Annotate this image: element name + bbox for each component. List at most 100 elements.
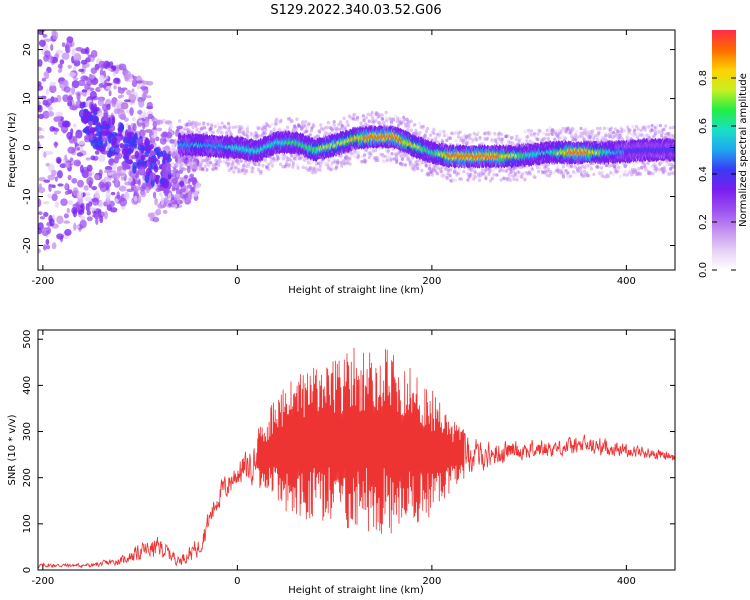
heatmap-cell bbox=[332, 123, 336, 127]
heatmap-cell bbox=[218, 159, 222, 164]
heatmap-cell bbox=[60, 198, 68, 206]
heatmap-cell bbox=[348, 156, 352, 161]
heatmap-cell bbox=[193, 161, 197, 165]
heatmap-cell bbox=[90, 155, 96, 161]
heatmap-cell bbox=[76, 147, 81, 151]
heatmap-cell bbox=[491, 168, 496, 173]
heatmap-cell bbox=[55, 156, 62, 164]
heatmap-cell bbox=[118, 122, 125, 133]
heatmap-cell bbox=[493, 132, 497, 137]
heatmap-cell bbox=[164, 162, 171, 170]
heatmap-cell bbox=[326, 120, 330, 125]
heatmap-cell bbox=[160, 196, 165, 205]
heatmap-cell bbox=[153, 191, 157, 199]
heatmap-cell bbox=[247, 164, 251, 168]
heatmap-cell bbox=[484, 175, 488, 179]
heatmap-cell bbox=[166, 131, 173, 139]
heatmap-cell bbox=[459, 177, 463, 181]
heatmap-cell bbox=[73, 123, 77, 128]
heatmap-cell bbox=[210, 124, 214, 128]
heatmap-cell bbox=[202, 121, 206, 126]
heatmap-cell bbox=[454, 178, 458, 182]
heatmap-cell bbox=[150, 178, 155, 187]
heatmap-cell bbox=[175, 172, 180, 178]
heatmap-cell bbox=[318, 168, 322, 172]
heatmap-cell bbox=[356, 115, 360, 120]
heatmap-cell bbox=[301, 165, 305, 170]
heatmap-cell bbox=[153, 128, 158, 137]
heatmap-cell bbox=[103, 112, 109, 120]
heatmap-cell bbox=[112, 162, 117, 171]
heatmap-cell bbox=[111, 116, 115, 126]
heatmap-cell bbox=[95, 132, 102, 137]
heatmap-cell bbox=[363, 153, 367, 157]
heatmap-cell bbox=[127, 131, 132, 140]
heatmap-cell bbox=[95, 190, 100, 200]
heatmap-cell bbox=[213, 124, 217, 129]
heatmap-cell bbox=[94, 150, 100, 155]
heatmap-cell bbox=[162, 178, 169, 189]
heatmap-cell bbox=[456, 171, 461, 176]
heatmap-cell bbox=[495, 141, 499, 146]
heatmap-cell bbox=[76, 92, 81, 101]
heatmap-cell bbox=[310, 160, 314, 165]
heatmap-cell bbox=[104, 181, 112, 188]
heatmap-cell bbox=[144, 151, 149, 158]
heatmap-cell bbox=[45, 150, 54, 155]
heatmap-cell bbox=[133, 185, 141, 192]
heatmap-cell bbox=[178, 159, 182, 164]
heatmap-cell bbox=[73, 159, 81, 167]
heatmap-cell bbox=[146, 161, 150, 167]
heatmap-cell bbox=[380, 113, 384, 117]
heatmap-cell bbox=[105, 86, 112, 90]
heatmap-cell bbox=[38, 177, 46, 182]
heatmap-cell bbox=[80, 59, 88, 65]
heatmap-cell bbox=[409, 119, 413, 123]
heatmap-cell bbox=[418, 131, 422, 135]
heatmap-cell bbox=[99, 215, 104, 224]
heatmap-cell bbox=[371, 116, 375, 121]
heatmap-cell bbox=[428, 163, 432, 167]
heatmap-cell bbox=[59, 80, 64, 89]
heatmap-cell bbox=[291, 160, 295, 165]
heatmap-cell bbox=[448, 174, 452, 178]
heatmap-cell bbox=[110, 191, 116, 196]
heatmap-cell bbox=[45, 88, 50, 96]
heatmap-cell bbox=[129, 107, 134, 116]
heatmap-cell bbox=[195, 182, 201, 189]
heatmap-cell bbox=[77, 179, 84, 188]
heatmap-cell bbox=[119, 197, 127, 207]
heatmap-cell bbox=[41, 128, 45, 132]
heatmap-cell bbox=[124, 181, 132, 186]
heatmap-cell bbox=[145, 167, 151, 176]
heatmap-cell bbox=[290, 119, 294, 123]
heatmap-cell bbox=[170, 162, 176, 168]
heatmap-cell bbox=[82, 128, 89, 134]
heatmap-cell bbox=[466, 141, 470, 145]
heatmap-cell bbox=[38, 59, 43, 67]
heatmap-cell bbox=[169, 123, 173, 129]
heatmap-cell bbox=[435, 171, 440, 176]
heatmap-cell bbox=[121, 103, 128, 109]
heatmap-cell bbox=[38, 211, 43, 216]
heatmap-cell bbox=[128, 147, 132, 154]
heatmap-cell bbox=[179, 162, 183, 167]
heatmap-cell bbox=[376, 158, 380, 162]
heatmap-cell bbox=[97, 98, 104, 107]
heatmap-cell bbox=[231, 160, 235, 164]
heatmap-cell bbox=[111, 136, 118, 144]
heatmap-cell bbox=[133, 195, 138, 203]
heatmap-cell bbox=[77, 140, 86, 145]
heatmap-cell bbox=[66, 207, 71, 214]
heatmap-cell bbox=[61, 52, 70, 60]
heatmap-cell bbox=[132, 161, 138, 170]
heatmap-cell bbox=[73, 77, 79, 81]
heatmap-cell bbox=[157, 203, 164, 209]
heatmap-cell bbox=[98, 154, 106, 162]
heatmap-cell bbox=[62, 80, 68, 86]
heatmap-cell bbox=[339, 120, 343, 124]
heatmap-cell bbox=[77, 197, 84, 205]
heatmap-cell bbox=[141, 92, 147, 100]
heatmap-cell bbox=[126, 89, 132, 96]
